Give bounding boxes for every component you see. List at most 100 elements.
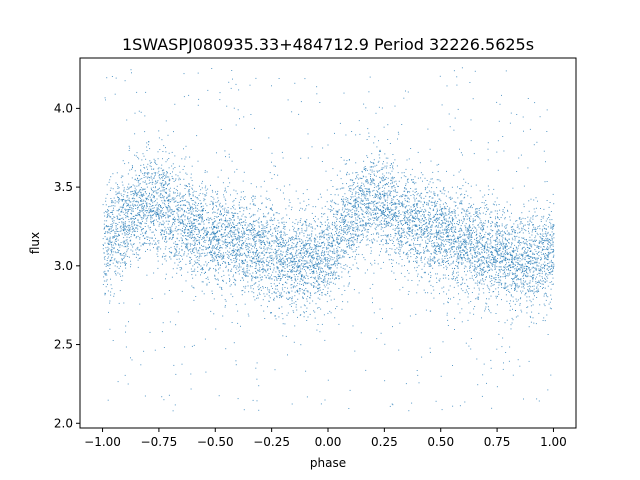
data-point: [481, 244, 483, 246]
data-point: [529, 280, 531, 282]
data-point: [545, 229, 547, 230]
data-point: [123, 213, 125, 215]
data-point: [509, 219, 511, 221]
data-point: [403, 232, 405, 234]
data-point: [164, 258, 166, 260]
data-point: [175, 251, 177, 253]
data-point: [549, 265, 551, 267]
data-point: [356, 239, 358, 241]
data-point: [523, 275, 525, 276]
data-point: [192, 203, 194, 205]
data-point: [293, 243, 295, 245]
data-point: [343, 236, 345, 238]
data-point: [467, 207, 469, 209]
data-point: [430, 277, 432, 278]
data-point: [367, 200, 369, 201]
data-point: [542, 243, 544, 245]
data-point: [334, 234, 336, 236]
data-point: [158, 167, 160, 169]
data-point: [241, 206, 243, 208]
data-point: [327, 291, 329, 293]
data-point: [239, 235, 241, 237]
data-point: [158, 223, 160, 225]
data-point: [482, 278, 484, 279]
data-point: [178, 201, 180, 203]
data-point: [362, 190, 364, 191]
data-point: [488, 257, 490, 259]
data-point: [531, 221, 533, 223]
data-point: [341, 236, 343, 238]
data-point: [460, 169, 462, 171]
data-point: [278, 271, 280, 273]
data-point: [361, 224, 363, 226]
data-point: [504, 269, 505, 271]
data-point: [423, 197, 425, 199]
data-point: [254, 245, 256, 247]
data-point: [259, 294, 261, 295]
data-point: [294, 258, 296, 260]
data-point: [242, 234, 244, 236]
data-point: [337, 235, 339, 237]
data-point: [476, 282, 478, 284]
data-point: [536, 215, 538, 217]
data-point: [175, 189, 177, 191]
data-point: [145, 202, 147, 204]
data-point: [225, 189, 226, 191]
data-point: [391, 186, 393, 188]
data-point: [459, 255, 461, 257]
data-point: [355, 193, 357, 195]
data-point: [429, 271, 431, 273]
data-point: [328, 260, 330, 261]
data-point: [353, 233, 355, 235]
data-point: [374, 184, 376, 186]
data-point: [257, 286, 259, 288]
data-point: [134, 221, 135, 223]
data-point: [156, 204, 158, 206]
data-point: [405, 176, 407, 178]
data-point: [429, 233, 431, 235]
data-point: [495, 216, 496, 218]
data-point: [484, 236, 486, 238]
data-point: [442, 261, 444, 263]
data-point: [172, 235, 174, 237]
data-point: [319, 235, 321, 237]
data-point: [348, 227, 350, 229]
data-point: [322, 270, 324, 272]
data-point: [373, 179, 375, 181]
data-point: [533, 263, 535, 265]
data-point: [502, 260, 504, 262]
data-point: [241, 244, 243, 246]
data-point: [441, 243, 442, 245]
data-point: [392, 162, 394, 164]
data-point: [489, 276, 490, 278]
data-point: [342, 221, 344, 223]
data-point: [444, 206, 446, 208]
data-point: [291, 296, 293, 298]
data-point: [122, 219, 124, 220]
data-point: [449, 257, 451, 259]
data-point: [167, 211, 169, 213]
data-point: [545, 293, 547, 295]
data-point: [365, 180, 367, 182]
data-point: [493, 261, 494, 263]
data-point: [468, 258, 470, 260]
data-point: [303, 200, 305, 202]
data-point: [464, 196, 466, 198]
data-point: [130, 194, 132, 196]
data-point: [315, 238, 317, 240]
data-point: [364, 212, 366, 214]
data-point: [184, 232, 185, 234]
data-point: [423, 253, 425, 254]
data-point: [190, 243, 192, 245]
data-point: [528, 267, 530, 268]
data-point: [273, 299, 275, 300]
data-point: [484, 247, 486, 249]
data-point: [387, 124, 389, 126]
data-point: [325, 259, 327, 261]
data-point: [493, 188, 495, 190]
data-point: [366, 139, 368, 140]
data-point: [394, 251, 396, 253]
data-point: [541, 216, 543, 218]
data-point: [293, 259, 295, 261]
data-point: [343, 221, 345, 222]
